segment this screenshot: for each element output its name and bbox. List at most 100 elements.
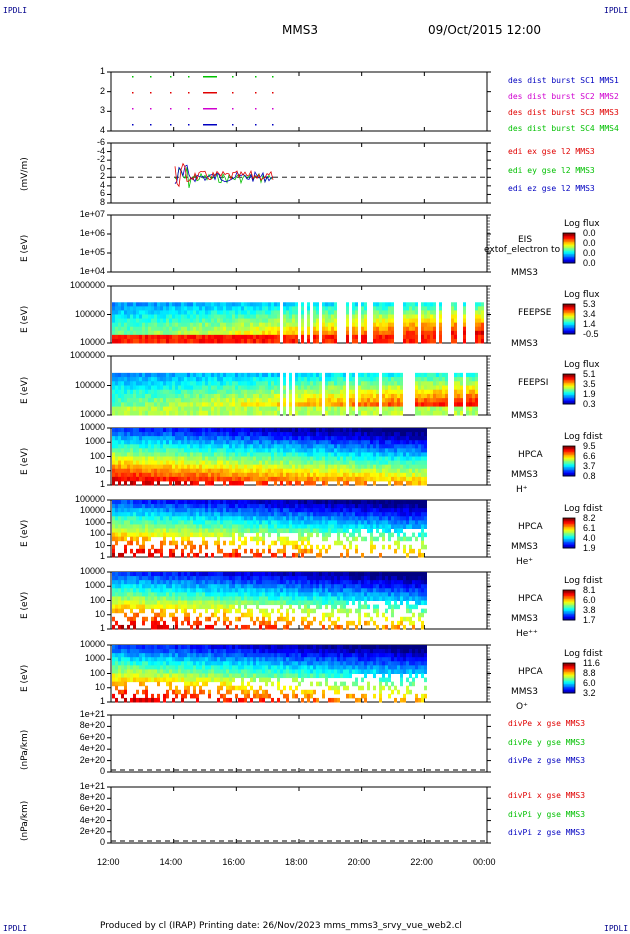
spectrogram-cell [118, 436, 121, 441]
spectrogram-cell [460, 389, 463, 395]
spectrogram-cell [208, 372, 211, 378]
spectrogram-cell [274, 476, 277, 482]
spectrogram-cell [217, 330, 220, 336]
spectrogram-cell [184, 520, 187, 525]
spectrogram-cell [361, 448, 364, 453]
spectrogram-cell [247, 302, 250, 307]
spectrogram-cell [412, 448, 415, 453]
spectrogram-cell [439, 306, 442, 311]
spectrogram-cell [271, 377, 274, 382]
spectrogram-cell [349, 440, 352, 445]
spectrogram-cell [481, 334, 484, 340]
spectrogram-cell [268, 528, 271, 534]
spectrogram-cell [475, 385, 478, 391]
spectrogram-cell [295, 552, 298, 558]
spectrogram-cell [253, 552, 256, 558]
spectrogram-cell [187, 318, 190, 324]
spectrogram-cell [220, 318, 223, 324]
spectrogram-cell [250, 468, 253, 474]
spectrogram-cell [307, 452, 310, 457]
spectrogram-cell [334, 516, 337, 521]
spectrogram-cell [130, 402, 133, 408]
spectrogram-cell [424, 318, 427, 324]
spectrogram-cell [313, 428, 316, 433]
spectrogram-cell [229, 302, 232, 307]
spectrogram-cell [199, 432, 202, 437]
spectrogram-cell [199, 398, 202, 403]
spectrogram-cell [247, 504, 250, 509]
spectrogram-cell [151, 310, 154, 315]
spectrogram-cell [283, 402, 286, 408]
spectrogram-cell [442, 372, 445, 378]
spectrogram-cell [208, 310, 211, 315]
spectrogram-cell [298, 385, 301, 391]
spectrogram-cell [121, 516, 124, 521]
spectrogram-cell [412, 330, 415, 336]
spectrogram-cell [178, 385, 181, 391]
spectrogram-cell [382, 402, 385, 408]
spectrogram-cell [286, 318, 289, 324]
spectrogram-cell [283, 385, 286, 391]
spectrogram-cell [175, 520, 178, 525]
spectrogram-cell [115, 476, 118, 482]
spectrogram-cell [256, 456, 259, 462]
spectrogram-cell [163, 428, 166, 433]
spectrogram-cell [349, 402, 352, 408]
spectrogram-cell [316, 377, 319, 382]
spectrogram-cell [358, 393, 361, 399]
spectrogram-cell [202, 334, 205, 340]
spectrogram-cell [379, 472, 382, 478]
spectrogram-cell [232, 372, 235, 378]
spectrogram-cell [145, 330, 148, 336]
spectrogram-cell [385, 476, 388, 482]
spectrogram-cell [334, 464, 337, 470]
spectrogram-cell [136, 512, 139, 517]
spectrogram-cell [301, 440, 304, 445]
spectrogram-cell [175, 338, 178, 344]
spectrogram-cell [193, 428, 196, 433]
spectrogram-cell [244, 500, 247, 505]
spectrogram-cell [139, 410, 142, 416]
spectrogram-cell [154, 512, 157, 517]
spectrogram-cell [328, 476, 331, 482]
spectrogram-cell [226, 385, 229, 391]
spectrogram-cell [349, 393, 352, 399]
spectrogram-cell [277, 448, 280, 453]
spectrogram-cell [403, 548, 406, 554]
spectrogram-cell [235, 524, 238, 529]
spectrogram-cell [238, 428, 241, 433]
spectrogram-cell [148, 440, 151, 445]
spectrogram-cell [259, 508, 262, 513]
spectrogram-cell [226, 444, 229, 449]
spectrogram-cell [157, 508, 160, 513]
spectrogram-cell [376, 476, 379, 482]
spectrogram-cell [187, 448, 190, 453]
spectrogram-cell [379, 448, 382, 453]
spectrogram-cell [403, 456, 406, 462]
spectrogram-cell [403, 524, 406, 529]
spectrogram-cell [328, 377, 331, 382]
spectrogram-cell [190, 448, 193, 453]
spectrogram-cell [328, 448, 331, 453]
spectrogram-cell [301, 476, 304, 482]
spectrogram-cell [430, 381, 433, 386]
spectrogram-cell [475, 377, 478, 382]
spectrogram-cell [163, 460, 166, 466]
spectrogram-cell [220, 338, 223, 344]
spectrogram-cell [415, 334, 418, 340]
spectrogram-cell [169, 306, 172, 311]
spectrogram-cell [370, 468, 373, 474]
spectrogram-cell [286, 508, 289, 513]
spectrogram-cell [241, 468, 244, 474]
spectrogram-cell [142, 452, 145, 457]
spectrogram-cell [352, 314, 355, 320]
spectrogram-cell [160, 428, 163, 433]
spectrogram-cell [277, 310, 280, 315]
spectrogram-cell [424, 460, 427, 466]
spectrogram-cell [334, 452, 337, 457]
spectrogram-cell [445, 389, 448, 395]
spectrogram-cell [271, 464, 274, 470]
spectrogram-cell [373, 389, 376, 395]
spectrogram-cell [217, 536, 220, 542]
spectrogram-cell [310, 381, 313, 386]
